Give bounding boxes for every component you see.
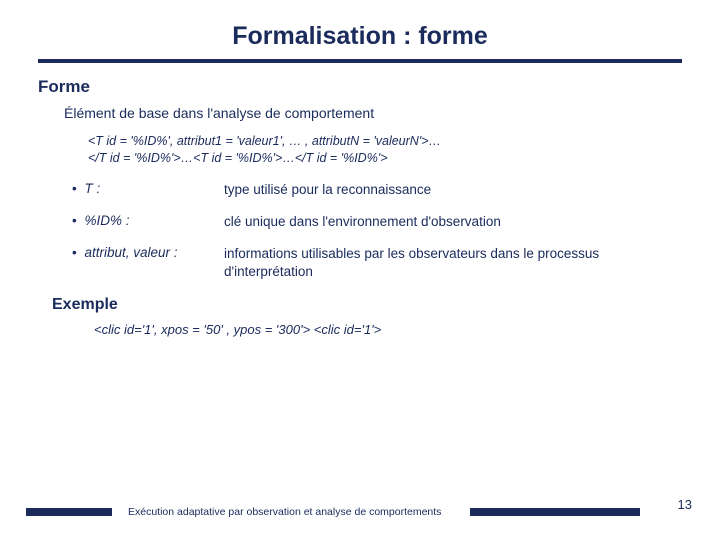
footer-text: Exécution adaptative par observation et … (128, 506, 441, 518)
definition-row: • T : type utilisé pour la reconnaissanc… (72, 181, 682, 199)
page-number: 13 (678, 497, 692, 512)
code-line: </T id = '%ID%'>…<T id = '%ID%'>…</T id … (88, 150, 682, 167)
slide: Formalisation : forme Forme Élément de b… (0, 0, 720, 540)
code-line: <T id = '%ID%', attribut1 = 'valeur1', …… (88, 133, 682, 150)
example-code: <clic id='1', xpos = '50' , ypos = '300'… (94, 322, 682, 337)
slide-title: Formalisation : forme (38, 22, 682, 51)
syntax-template: <T id = '%ID%', attribut1 = 'valeur1', …… (88, 133, 682, 167)
example-heading: Exemple (52, 296, 682, 314)
definition-row: • %ID% : clé unique dans l'environnement… (72, 213, 682, 231)
definitions-list: • T : type utilisé pour la reconnaissanc… (72, 181, 682, 282)
definition-row: • attribut, valeur : informations utilis… (72, 245, 682, 281)
footer: Exécution adaptative par observation et … (0, 502, 720, 518)
def-desc: informations utilisables par les observa… (224, 245, 682, 281)
footer-bar-right (470, 508, 640, 516)
section-heading: Forme (38, 77, 682, 97)
def-term: • T : (72, 181, 224, 196)
title-underline (38, 59, 682, 63)
footer-bar-left (26, 508, 112, 516)
def-desc: type utilisé pour la reconnaissance (224, 181, 682, 199)
def-desc: clé unique dans l'environnement d'observ… (224, 213, 682, 231)
intro-text: Élément de base dans l'analyse de compor… (64, 105, 682, 121)
def-term: • %ID% : (72, 213, 224, 228)
def-term: • attribut, valeur : (72, 245, 224, 260)
